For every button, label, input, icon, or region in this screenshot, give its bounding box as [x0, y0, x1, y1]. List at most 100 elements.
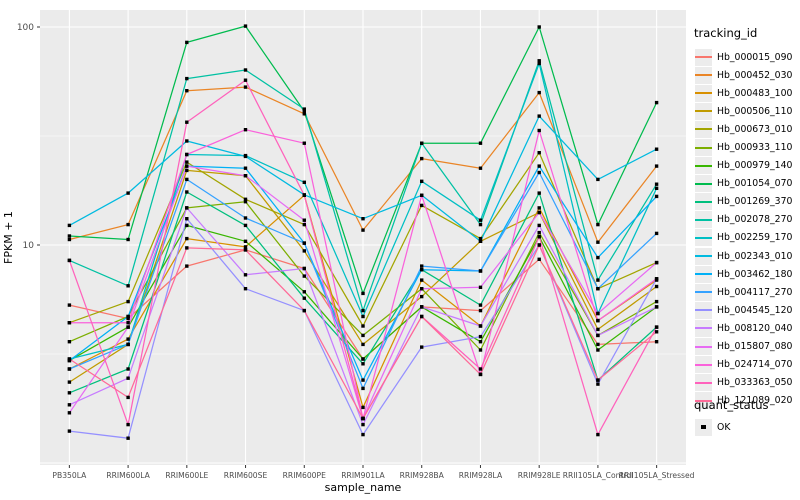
legend-item: Hb_033363_050	[692, 374, 798, 392]
data-point	[654, 260, 659, 265]
data-point	[596, 342, 600, 347]
data-point	[126, 337, 130, 341]
data-point	[361, 228, 365, 232]
data-point	[361, 291, 365, 296]
data-point	[596, 177, 600, 182]
legend-item: Hb_024714_070	[692, 356, 798, 374]
legend-item-label: Hb_002343_010	[717, 250, 793, 262]
data-point	[596, 318, 600, 323]
quant-ok-key-icon	[695, 418, 712, 436]
data-point	[243, 24, 248, 28]
legend-key-icon	[695, 48, 712, 66]
y-axis-title: FPKM + 1	[2, 211, 15, 264]
legend-item: Hb_015807_080	[692, 338, 798, 356]
x-tick-label: RRIM600LE	[165, 471, 208, 480]
legend-item-label: Hb_015807_080	[717, 341, 793, 353]
data-point	[361, 422, 365, 427]
data-point	[537, 257, 541, 261]
data-point	[537, 210, 541, 215]
data-point	[126, 191, 130, 195]
x-tick-label: RRIM928LA	[459, 471, 503, 480]
data-point	[478, 303, 483, 307]
data-point	[478, 324, 483, 328]
data-point	[67, 340, 72, 344]
legend-item: Hb_002343_010	[692, 247, 798, 265]
data-point	[302, 241, 306, 245]
data-point	[537, 128, 541, 133]
data-point	[537, 230, 541, 235]
data-point	[126, 299, 130, 304]
data-point	[596, 240, 600, 244]
data-point	[185, 160, 189, 164]
data-point	[654, 231, 659, 236]
legend-item-label: Hb_033363_050	[717, 377, 793, 389]
tracking-id-legend: tracking_id Hb_000015_090 Hb_000452_030 Hb…	[692, 26, 798, 410]
data-point	[537, 206, 541, 210]
legend-item: Hb_002259_170	[692, 229, 798, 247]
quant-legend-title: quant_status	[694, 398, 769, 412]
data-point	[126, 316, 130, 321]
legend-key-icon	[695, 120, 712, 138]
data-point	[478, 367, 483, 371]
legend-key-icon	[695, 66, 712, 84]
data-point	[478, 348, 483, 352]
data-point	[243, 128, 248, 132]
data-point	[67, 258, 72, 263]
legend-key-icon	[695, 84, 712, 102]
data-point	[654, 305, 659, 309]
data-point	[67, 237, 72, 242]
legend-item: Hb_003462_180	[692, 265, 798, 283]
data-point	[302, 180, 306, 184]
data-point	[596, 378, 600, 382]
data-point	[243, 166, 248, 170]
data-point	[654, 330, 659, 334]
data-point	[537, 61, 541, 66]
data-point	[596, 255, 600, 260]
data-point	[478, 218, 483, 222]
legend-item-label: Hb_000452_030	[717, 69, 793, 81]
data-point	[185, 164, 189, 168]
data-point	[596, 287, 600, 291]
data-point	[478, 372, 483, 377]
data-point	[537, 90, 541, 95]
data-point	[420, 141, 424, 145]
data-point	[361, 324, 365, 328]
legend-item: Hb_000933_110	[692, 138, 798, 157]
data-point	[361, 432, 365, 437]
data-point	[243, 273, 248, 277]
data-point	[361, 314, 365, 319]
data-point	[185, 139, 189, 143]
data-point	[596, 327, 600, 332]
data-point	[185, 152, 189, 157]
data-point	[126, 422, 130, 427]
data-point	[420, 203, 424, 208]
data-point	[596, 333, 600, 338]
data-point	[596, 222, 600, 227]
legend-item: Hb_008120_040	[692, 319, 798, 337]
legend-key-icon	[695, 356, 712, 374]
data-point	[361, 386, 365, 391]
legend-key-icon	[695, 247, 712, 265]
data-point	[596, 432, 600, 437]
data-point	[420, 287, 424, 291]
data-point	[420, 179, 424, 183]
data-point	[420, 278, 424, 282]
data-point	[302, 112, 306, 116]
data-point	[596, 278, 600, 282]
data-point	[654, 147, 659, 151]
data-point	[596, 382, 600, 386]
legend-key-icon	[695, 211, 712, 229]
data-point	[243, 223, 248, 228]
x-tick-label: RRIM901LA	[341, 471, 385, 480]
data-point	[185, 217, 189, 221]
data-point	[126, 284, 130, 288]
data-point	[478, 236, 483, 241]
legend-item-label: Hb_001054_070	[717, 178, 793, 190]
x-tick-label: RRIM600SE	[224, 471, 268, 480]
legend-item: Hb_121089_020	[692, 392, 798, 410]
data-point	[478, 222, 483, 227]
data-point	[302, 109, 306, 114]
legend-key-icon	[695, 338, 712, 356]
legend-item: Hb_000673_010	[692, 120, 798, 138]
